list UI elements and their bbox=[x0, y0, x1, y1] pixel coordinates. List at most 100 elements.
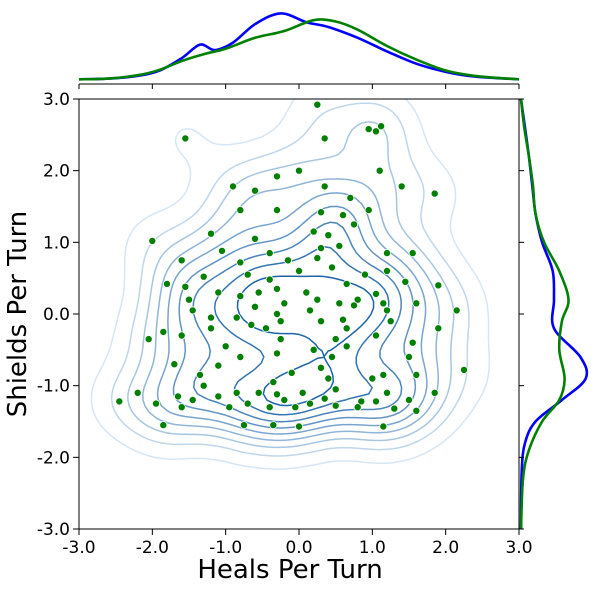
scatter-point bbox=[298, 388, 307, 397]
scatter-point bbox=[331, 335, 340, 344]
y-tick-label: 2.0 bbox=[43, 162, 70, 182]
scatter-point bbox=[320, 394, 329, 403]
scatter-point bbox=[269, 378, 278, 387]
scatter-point bbox=[346, 193, 355, 202]
scatter-point bbox=[265, 403, 274, 412]
scatter-point bbox=[349, 220, 358, 229]
scatter-point bbox=[276, 317, 285, 326]
scatter-point bbox=[261, 324, 270, 333]
scatter-point bbox=[386, 317, 395, 326]
scatter-point bbox=[188, 395, 197, 404]
scatter-point bbox=[272, 349, 281, 358]
scatter-points bbox=[115, 100, 468, 431]
scatter-point bbox=[272, 309, 281, 318]
scatter-point bbox=[247, 320, 256, 329]
scatter-point bbox=[377, 122, 386, 131]
scatter-point bbox=[408, 338, 417, 347]
scatter-point bbox=[305, 306, 314, 315]
scatter-point bbox=[177, 331, 186, 340]
scatter-point bbox=[430, 388, 439, 397]
scatter-point bbox=[144, 335, 153, 344]
scatter-point bbox=[294, 166, 303, 175]
scatter-point bbox=[250, 302, 259, 311]
scatter-point bbox=[206, 324, 215, 333]
x-tick-label: -1.0 bbox=[209, 538, 242, 558]
scatter-point bbox=[236, 352, 245, 361]
scatter-point bbox=[382, 306, 391, 315]
scatter-point bbox=[357, 397, 366, 406]
scatter-point bbox=[320, 134, 329, 143]
scatter-point bbox=[214, 392, 223, 401]
scatter-point bbox=[309, 345, 318, 354]
scatter-point bbox=[214, 361, 223, 370]
scatter-point bbox=[364, 125, 373, 134]
scatter-point bbox=[294, 266, 303, 275]
scatter-point bbox=[221, 342, 230, 351]
y-axis-title: Shields Per Turn bbox=[3, 211, 33, 418]
scatter-point bbox=[404, 395, 413, 404]
scatter-point bbox=[342, 279, 351, 288]
scatter-point bbox=[459, 365, 468, 374]
density-contour-level bbox=[156, 192, 428, 435]
scatter-point bbox=[115, 397, 124, 406]
density-contour-level bbox=[110, 102, 470, 457]
scatter-point bbox=[265, 249, 274, 258]
scatter-point bbox=[349, 301, 358, 310]
scatter-point bbox=[404, 352, 413, 361]
y-tick-label: -1.0 bbox=[37, 377, 70, 397]
scatter-point bbox=[375, 166, 384, 175]
scatter-point bbox=[236, 206, 245, 215]
scatter-point bbox=[331, 401, 340, 410]
scatter-point bbox=[342, 342, 351, 351]
scatter-point bbox=[232, 313, 241, 322]
y-tick-label: -3.0 bbox=[37, 520, 70, 540]
scatter-point bbox=[195, 370, 204, 379]
scatter-point bbox=[177, 403, 186, 412]
scatter-point bbox=[316, 363, 325, 372]
x-tick-label: -2.0 bbox=[136, 538, 169, 558]
y-tick-label: 0.0 bbox=[43, 305, 70, 325]
scatter-point bbox=[309, 227, 318, 236]
scatter-point bbox=[276, 335, 285, 344]
x-axis-title: Heals Per Turn bbox=[197, 555, 382, 585]
scatter-point bbox=[254, 288, 263, 297]
scatter-point bbox=[452, 306, 461, 315]
scatter-point bbox=[316, 244, 325, 253]
scatter-point bbox=[331, 385, 340, 394]
scatter-point bbox=[250, 186, 259, 195]
scatter-point bbox=[353, 295, 362, 304]
scatter-point bbox=[320, 182, 329, 191]
scatter-point bbox=[327, 263, 336, 272]
y-tick-label: 1.0 bbox=[43, 233, 70, 253]
scatter-point bbox=[280, 299, 289, 308]
scatter-point bbox=[173, 392, 182, 401]
marginal-y-kde-green-line bbox=[519, 98, 570, 530]
marginal-y-kde bbox=[518, 98, 589, 530]
scatter-point bbox=[324, 374, 333, 383]
scatter-point bbox=[382, 388, 391, 397]
scatter-point bbox=[148, 236, 157, 245]
scatter-point bbox=[412, 299, 421, 308]
scatter-point bbox=[272, 390, 281, 399]
scatter-point bbox=[214, 288, 223, 297]
scatter-point bbox=[412, 370, 421, 379]
scatter-point bbox=[283, 256, 292, 265]
scatter-point bbox=[228, 182, 237, 191]
scatter-point bbox=[272, 206, 281, 215]
scatter-point bbox=[206, 313, 215, 322]
y-tick-label: 3.0 bbox=[43, 90, 70, 110]
y-tick-label: -2.0 bbox=[37, 448, 70, 468]
scatter-point bbox=[371, 331, 380, 340]
marginal-x-kde-green-line bbox=[78, 18, 520, 81]
scatter-point bbox=[364, 206, 373, 215]
scatter-point bbox=[412, 406, 421, 415]
x-tick-label: 1.0 bbox=[359, 538, 386, 558]
scatter-point bbox=[199, 272, 208, 281]
scatter-point bbox=[316, 208, 325, 217]
scatter-point bbox=[313, 254, 322, 263]
scatter-point bbox=[280, 395, 289, 404]
scatter-point bbox=[316, 317, 325, 326]
scatter-point bbox=[269, 421, 278, 430]
scatter-point bbox=[188, 306, 197, 315]
scatter-point bbox=[371, 127, 380, 136]
